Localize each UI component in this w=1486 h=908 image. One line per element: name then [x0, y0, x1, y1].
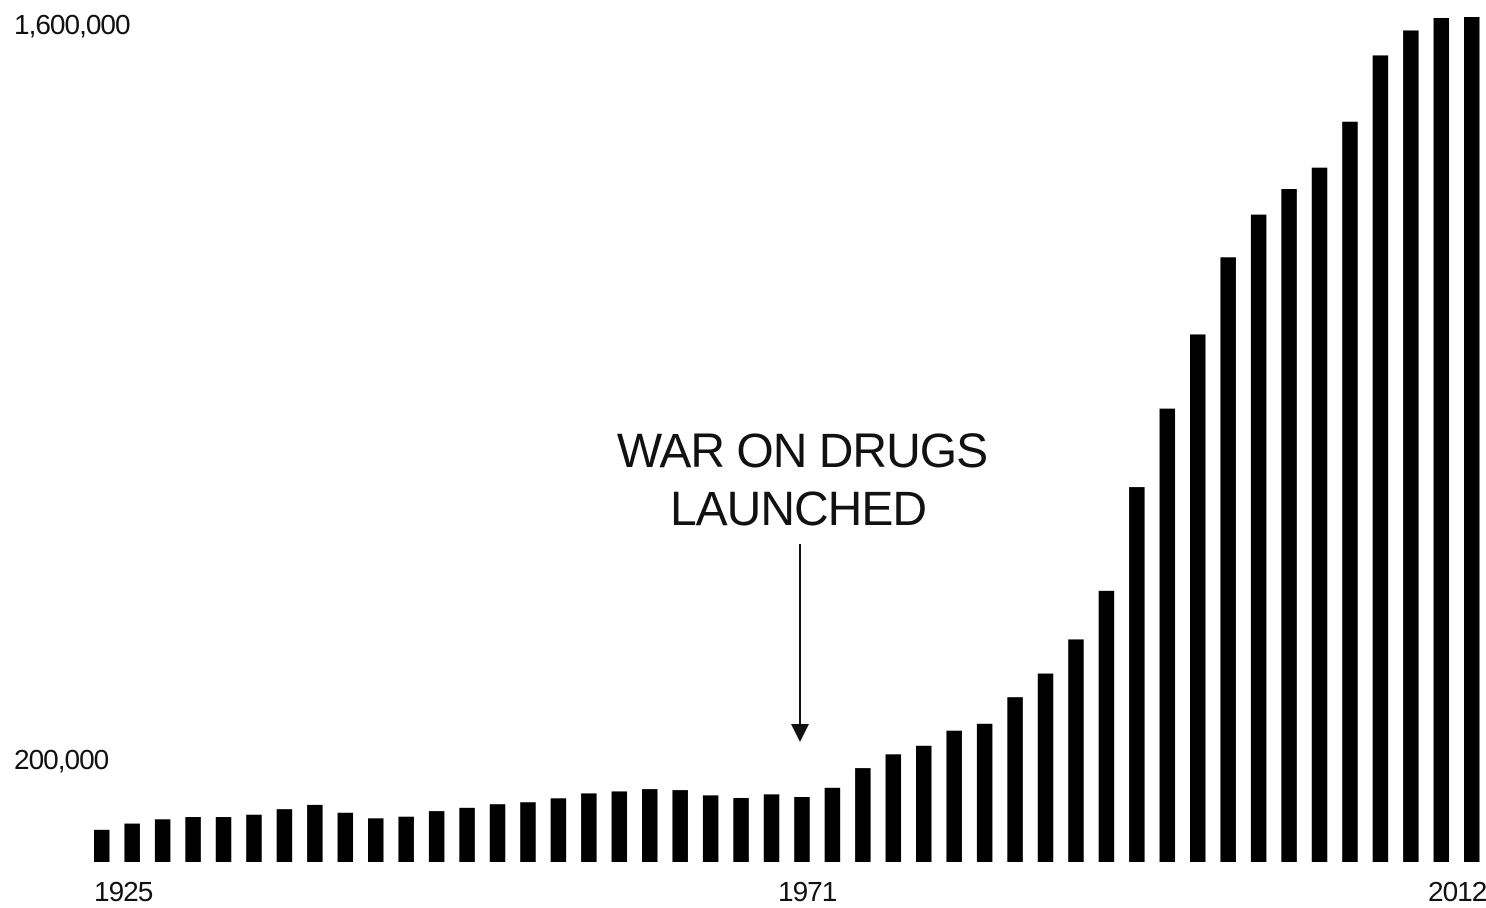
bar [763, 794, 780, 862]
bar [976, 723, 993, 862]
bar [946, 730, 962, 862]
bar [185, 817, 201, 862]
bar [1129, 487, 1145, 862]
bar [94, 829, 110, 862]
bar [1403, 30, 1419, 862]
x-tick-label-start: 1925 [94, 876, 153, 907]
bar [459, 807, 475, 862]
bar [702, 795, 719, 862]
bar [520, 802, 536, 862]
bar [1190, 334, 1206, 862]
bar [885, 754, 902, 862]
bar [1281, 189, 1297, 862]
bar [276, 809, 293, 862]
bar [733, 797, 749, 862]
bar [794, 797, 810, 862]
bar [1372, 55, 1389, 863]
bar [1250, 214, 1267, 862]
bar [428, 811, 445, 862]
bar [824, 787, 841, 862]
bar [672, 790, 688, 862]
bar [1433, 17, 1450, 863]
bar [1037, 673, 1054, 862]
bar [398, 816, 414, 862]
bar [489, 804, 506, 862]
bar [1464, 17, 1480, 862]
bar [916, 745, 932, 862]
bar [611, 791, 628, 862]
bar [1342, 121, 1358, 863]
bar [581, 793, 597, 862]
bar [642, 789, 658, 862]
bar [154, 819, 171, 862]
bar [1007, 697, 1023, 862]
bar [1311, 167, 1328, 862]
bar [1159, 408, 1176, 862]
bar [124, 823, 140, 862]
y-tick-label-top: 1,600,000 [14, 9, 130, 40]
bar [855, 768, 871, 862]
bar [550, 798, 567, 862]
bar [1098, 590, 1115, 862]
bar [246, 814, 262, 862]
bar [215, 817, 232, 862]
x-tick-label-middle: 1971 [778, 876, 837, 907]
bars-group [94, 17, 1480, 863]
y-tick-label-bottom: 200,000 [14, 744, 109, 775]
bar [1220, 257, 1236, 862]
annotation-line2: LAUNCHED [670, 483, 926, 536]
bar [1068, 639, 1084, 862]
x-tick-label-end: 2012 [1428, 876, 1486, 907]
annotation-line1: WAR ON DRUGS [617, 425, 987, 478]
bar [368, 818, 384, 862]
bar [307, 804, 323, 862]
annotation-arrowhead [791, 724, 809, 742]
bar [337, 812, 354, 862]
